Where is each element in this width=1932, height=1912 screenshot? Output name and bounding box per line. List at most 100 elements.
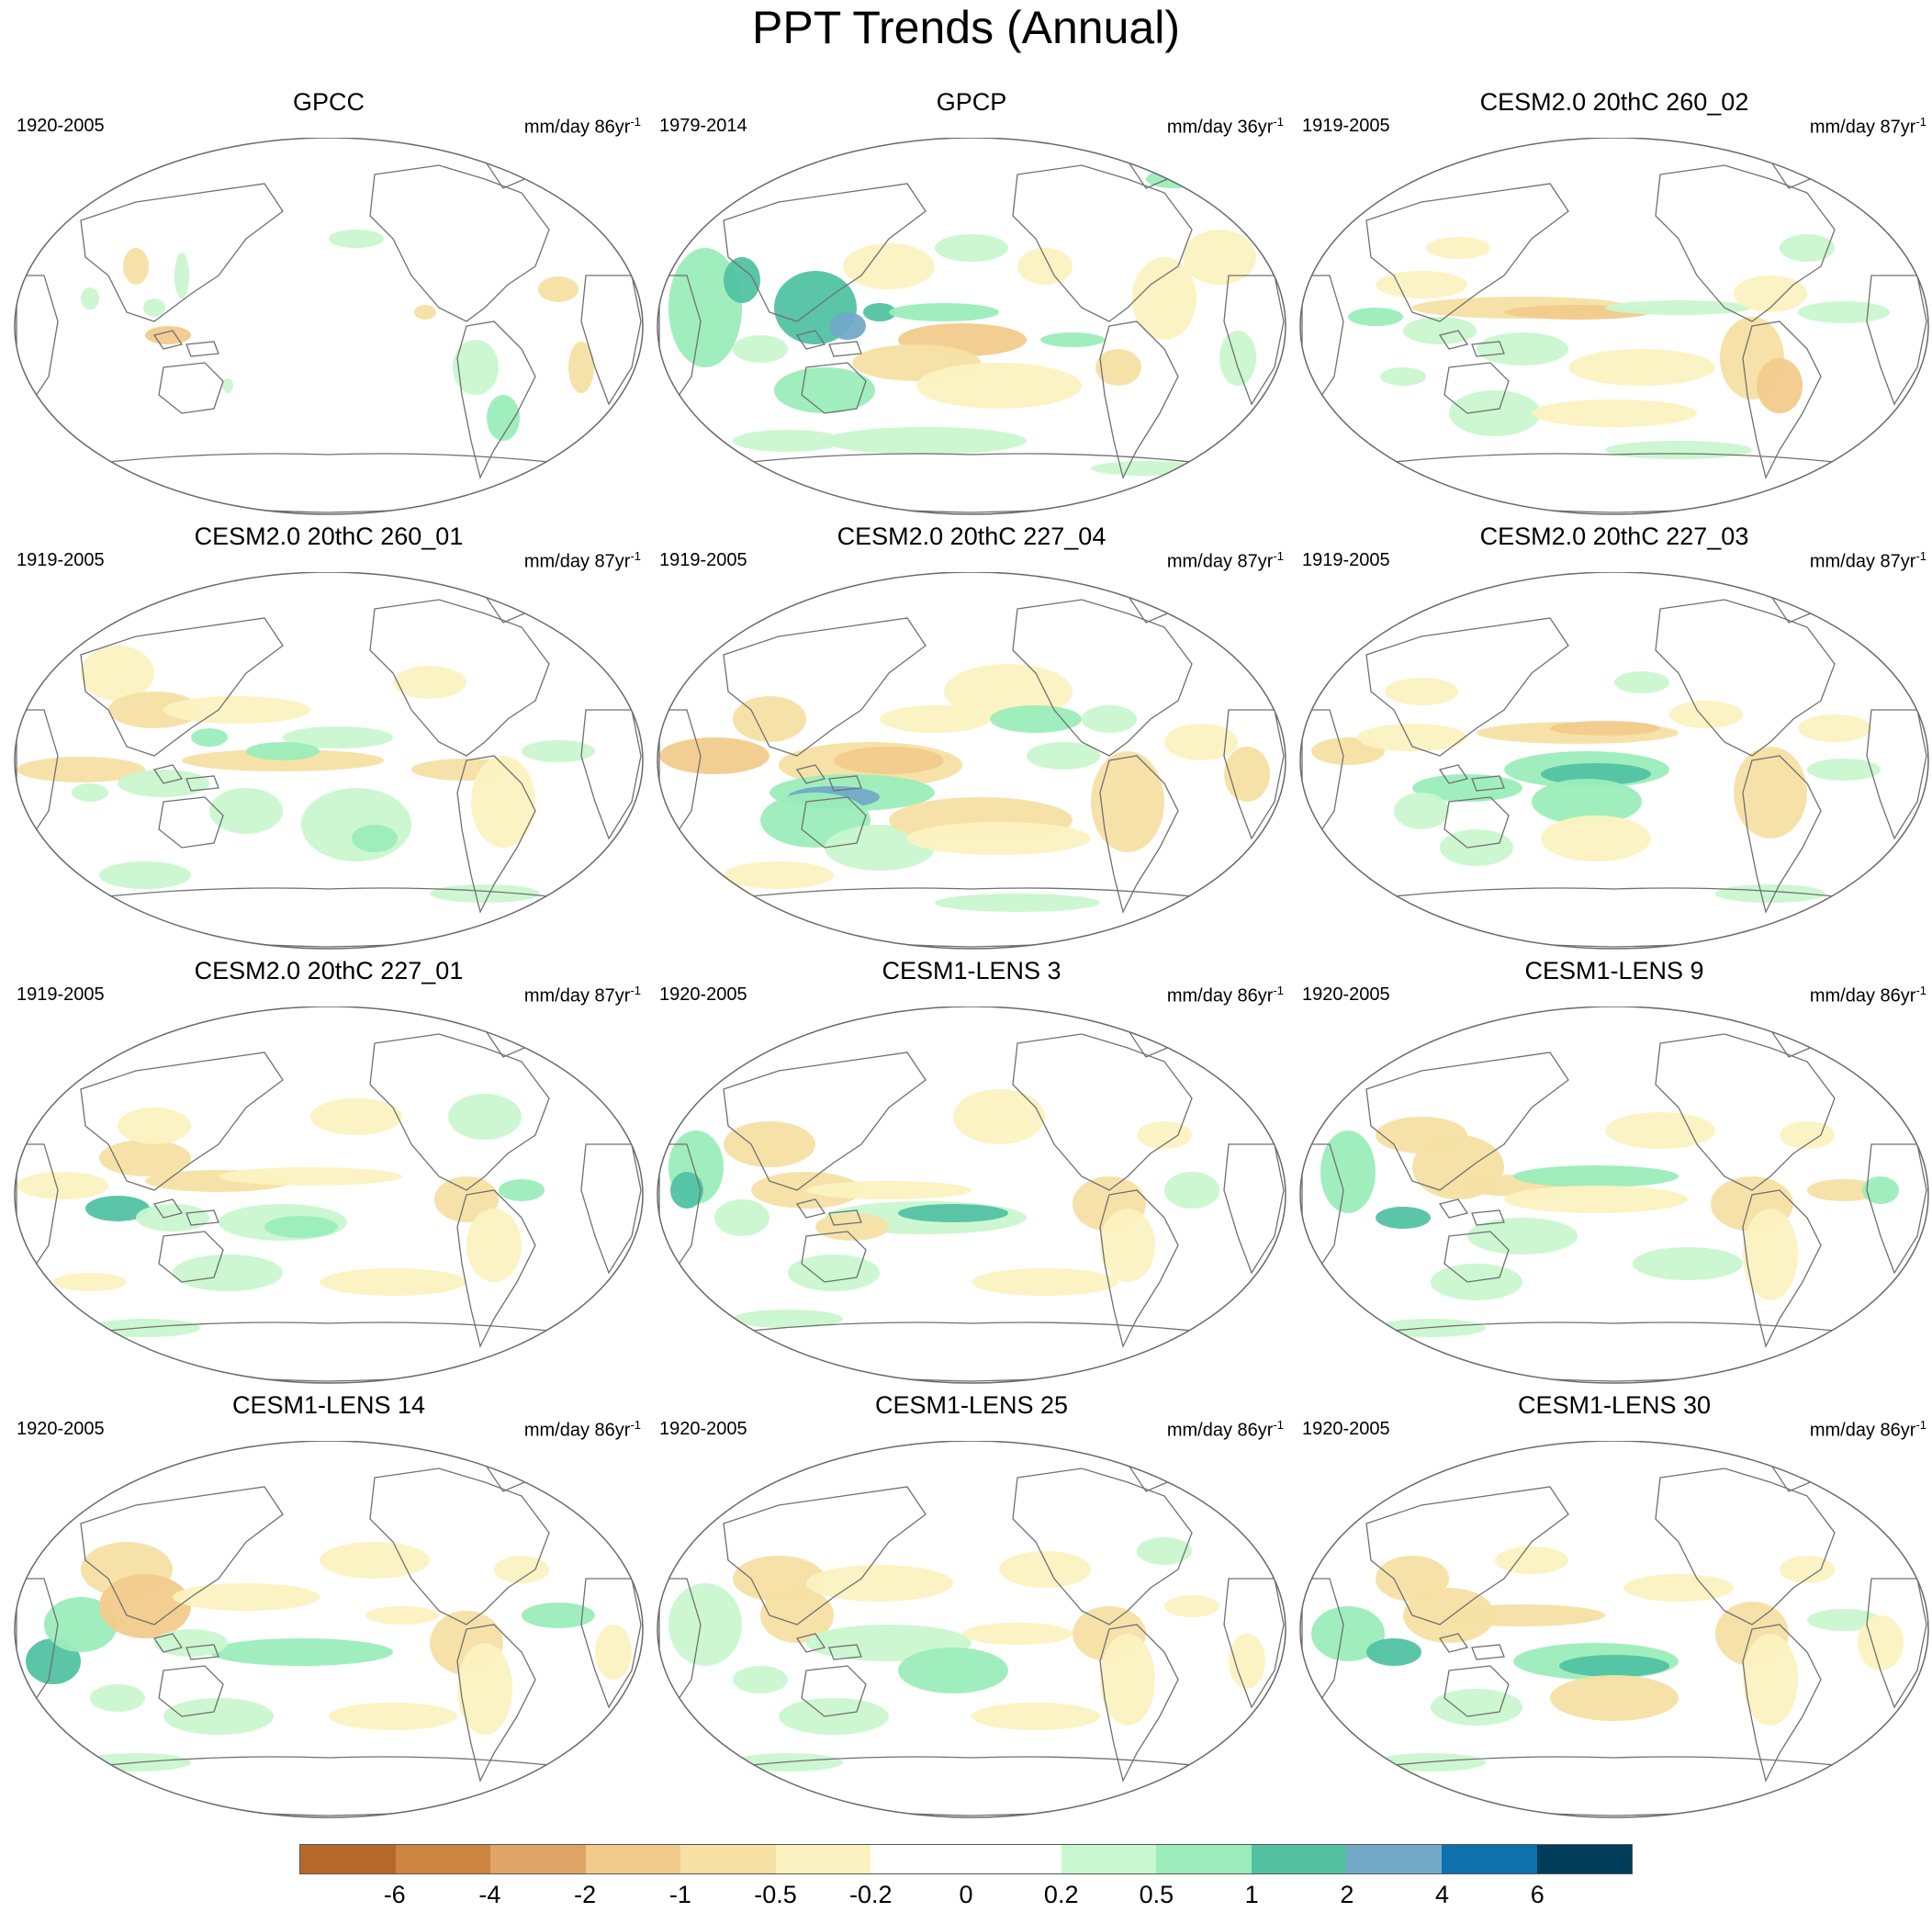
trend-contour (1757, 358, 1803, 413)
coastline (369, 1033, 550, 1191)
trend-contour (1605, 300, 1752, 315)
panel-units: mm/day 86yr-1 (1810, 1414, 1926, 1442)
trend-contour (714, 1199, 769, 1236)
trend-contour (1380, 367, 1426, 386)
trend-contour (935, 234, 1008, 262)
trend-contour (1862, 1176, 1899, 1204)
map-canvas (1299, 1007, 1929, 1384)
trend-contour (898, 1204, 1008, 1222)
colorbar-box (585, 1845, 681, 1873)
trend-contour (1734, 747, 1807, 838)
trend-contour (999, 1551, 1091, 1588)
map-canvas (657, 1007, 1286, 1384)
trend-contour (17, 757, 145, 782)
trend-contour (434, 1176, 499, 1222)
trend-contour (668, 248, 742, 367)
coastline (456, 1189, 536, 1348)
map-panel: CESM2.0 20thC 227_04 1919-2005 mm/day 87yr… (650, 522, 1293, 953)
colorbar-tick-label: 0 (959, 1881, 973, 1908)
trend-contour (209, 788, 283, 834)
colorbar-box (395, 1845, 491, 1873)
trend-contour (880, 705, 990, 733)
panel-units: mm/day 86yr-1 (1810, 980, 1926, 1007)
panel-title: CESM1-LENS 14 (231, 1391, 426, 1419)
trend-contour (1715, 884, 1825, 903)
coastline (1655, 1468, 1836, 1625)
coastline (828, 341, 862, 357)
panel-units-text: mm/day 86yr (1809, 985, 1916, 1007)
trend-contour (972, 1703, 1100, 1730)
trend-contour (1164, 724, 1238, 760)
colorbar-tick-label: 0.5 (1139, 1881, 1174, 1908)
coastline (1365, 1486, 1569, 1625)
coastline (1099, 1189, 1179, 1348)
trend-contour (1183, 230, 1256, 285)
trend-contour (1669, 701, 1743, 728)
trend-contour (990, 705, 1082, 733)
trend-contour (1449, 390, 1541, 436)
trend-contour (1376, 1207, 1431, 1229)
panel-units-exponent: -1 (630, 1418, 641, 1432)
coastline (1655, 1033, 1836, 1191)
trend-contour (1541, 815, 1651, 861)
map-border (1299, 572, 1929, 950)
trend-contour (329, 1703, 457, 1730)
panel-title: GPCP (936, 88, 1007, 116)
colorbar-tick-label: -2 (574, 1881, 597, 1908)
trend-contour (1311, 1606, 1385, 1661)
coastline (456, 1624, 536, 1783)
colorbar-box (1156, 1845, 1252, 1873)
coastline (580, 709, 642, 840)
colorbar-tick-label: 4 (1435, 1881, 1450, 1908)
trend-contour (81, 646, 154, 701)
panel-units-exponent: -1 (1915, 549, 1926, 563)
coastline (1223, 709, 1285, 840)
trend-contour (72, 783, 108, 802)
trend-contour (724, 257, 760, 303)
trend-contour (329, 230, 384, 248)
trend-contour (1137, 1121, 1192, 1149)
map-panel: CESM2.0 20thC 260_01 1919-2005 mm/day 87yr… (7, 522, 650, 953)
trend-contour (1743, 1634, 1798, 1726)
trend-contour (1550, 721, 1660, 736)
trend-contour (246, 742, 320, 760)
coastline (1012, 1033, 1193, 1191)
colorbar (299, 1844, 1633, 1874)
panel-period: 1920-2005 (1302, 984, 1390, 1005)
trend-contour (1532, 779, 1642, 825)
trend-contour (352, 825, 398, 852)
coastline (1438, 1198, 1469, 1219)
trend-contour (466, 1209, 522, 1282)
panel-units: mm/day 87yr-1 (1167, 545, 1284, 573)
panel-units-text: mm/day 87yr (1166, 551, 1274, 572)
map-canvas (1299, 572, 1929, 950)
coastline (158, 362, 224, 414)
trend-contour (145, 326, 191, 344)
coastline (80, 617, 284, 757)
trend-contour (173, 1254, 283, 1291)
map-panel: CESM1-LENS 14 1920-2005 mm/day 86yr-1 (7, 1390, 650, 1822)
coastline (158, 1665, 224, 1717)
coastline (1438, 764, 1469, 784)
trend-contour (1614, 671, 1669, 693)
trend-contour (85, 1196, 150, 1221)
panel-title: CESM2.0 20thC 227_03 (1479, 523, 1749, 550)
trend-contour (90, 1684, 145, 1712)
trend-contour (1164, 1172, 1219, 1209)
trend-contour (209, 1638, 393, 1666)
map-border (1299, 1007, 1929, 1384)
trend-contour (163, 1698, 274, 1735)
colorbar-box (490, 1845, 586, 1873)
trend-contour (1807, 759, 1881, 781)
trend-contour (972, 1268, 1118, 1296)
panel-title: CESM1-LENS 25 (874, 1391, 1069, 1419)
trend-contour (163, 696, 310, 724)
panel-period: 1920-2005 (659, 984, 747, 1005)
trend-contour (788, 1254, 880, 1291)
trend-contour (430, 884, 540, 903)
panel-units-text: mm/day 86yr (523, 117, 631, 138)
colorbar-box (1251, 1845, 1347, 1873)
coastline (456, 321, 536, 479)
map-canvas (657, 1441, 1286, 1818)
trend-contour (457, 1643, 512, 1735)
